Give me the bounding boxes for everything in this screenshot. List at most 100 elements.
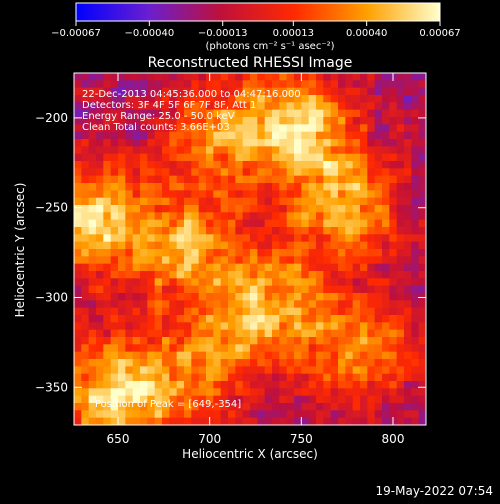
heatmap-cell	[198, 190, 207, 199]
heatmap-cell	[213, 197, 222, 206]
heatmap-cell	[301, 359, 310, 367]
heatmap-cell	[308, 73, 317, 81]
heatmap-cell	[374, 102, 383, 111]
heatmap-cell	[184, 124, 192, 133]
heatmap-cell	[301, 102, 310, 111]
heatmap-cell	[191, 139, 200, 147]
heatmap-cell	[345, 300, 354, 309]
heatmap-cell	[242, 95, 251, 103]
heatmap-cell	[169, 175, 178, 184]
heatmap-cell	[330, 388, 339, 397]
heatmap-cell	[169, 161, 178, 169]
heatmap-cell	[162, 388, 170, 397]
heatmap-cell	[81, 219, 90, 228]
heatmap-cell	[316, 351, 324, 360]
heatmap-cell	[184, 175, 192, 184]
heatmap-cell	[345, 205, 354, 213]
heatmap-cell	[352, 403, 361, 411]
heatmap-cell	[213, 322, 222, 331]
heatmap-cell	[360, 263, 368, 272]
heatmap-cell	[184, 373, 192, 382]
info-annotation: 22-Dec-2013 04:45:36.000 to 04:47:16.000…	[82, 89, 301, 410]
heatmap-cell	[308, 168, 317, 177]
heatmap-cell	[308, 131, 317, 140]
heatmap-cell	[338, 109, 346, 118]
heatmap-cell	[374, 197, 383, 206]
heatmap-cell	[235, 139, 244, 147]
heatmap-cell	[96, 161, 104, 169]
heatmap-cell	[228, 293, 236, 301]
heatmap-cell	[213, 117, 222, 125]
heatmap-cell	[220, 183, 229, 191]
heatmap-cell	[176, 153, 185, 162]
heatmap-cell	[96, 410, 104, 419]
heatmap-cell	[220, 212, 229, 221]
heatmap-cell	[96, 307, 104, 316]
heatmap-cell	[132, 131, 141, 140]
heatmap-cell	[220, 73, 229, 81]
heatmap-cell	[389, 109, 398, 118]
heatmap-cell	[272, 300, 280, 309]
heatmap-cell	[220, 87, 229, 96]
heatmap-cell	[323, 307, 332, 316]
heatmap-cell	[81, 381, 90, 389]
heatmap-cell	[345, 307, 354, 316]
heatmap-cell	[250, 278, 258, 287]
heatmap-cell	[396, 263, 405, 272]
heatmap-cell	[162, 366, 170, 375]
heatmap-cell	[220, 153, 229, 162]
heatmap-cell	[360, 278, 368, 287]
heatmap-cell	[198, 373, 207, 382]
heatmap-cell	[88, 80, 97, 89]
heatmap-cell	[125, 175, 134, 184]
heatmap-cell	[257, 293, 266, 301]
heatmap-cell	[345, 234, 354, 243]
heatmap-cell	[169, 234, 178, 243]
heatmap-cell	[286, 234, 295, 243]
heatmap-cell	[198, 315, 207, 323]
heatmap-cell	[228, 102, 236, 111]
heatmap-cell	[294, 315, 302, 323]
heatmap-cell	[206, 315, 214, 323]
heatmap-cell	[198, 95, 207, 103]
heatmap-cell	[110, 300, 119, 309]
heatmap-cell	[74, 403, 82, 411]
heatmap-cell	[418, 322, 427, 331]
heatmap-cell	[198, 146, 207, 155]
heatmap-cell	[308, 381, 317, 389]
heatmap-cell	[198, 197, 207, 206]
heatmap-cell	[206, 307, 214, 316]
heatmap-cell	[235, 95, 244, 103]
heatmap-cell	[367, 351, 376, 360]
heatmap-cell	[382, 73, 390, 81]
heatmap-cell	[411, 300, 420, 309]
heatmap-cell	[374, 344, 383, 353]
heatmap-cell	[316, 168, 324, 177]
heatmap-cell	[264, 322, 273, 331]
heatmap-cell	[301, 307, 310, 316]
heatmap-cell	[228, 417, 236, 426]
heatmap-cell	[191, 351, 200, 360]
heatmap-cell	[316, 388, 324, 397]
heatmap-cell	[74, 183, 82, 191]
heatmap-cell	[360, 161, 368, 169]
heatmap-cell	[198, 205, 207, 213]
heatmap-cell	[301, 403, 310, 411]
heatmap-cell	[301, 234, 310, 243]
heatmap-cell	[198, 87, 207, 96]
heatmap-cell	[404, 219, 412, 228]
heatmap-cell	[286, 410, 295, 419]
heatmap-cell	[81, 241, 90, 250]
heatmap-cell	[118, 73, 126, 81]
heatmap-cell	[264, 131, 273, 140]
heatmap-cell	[103, 95, 112, 103]
heatmap-cell	[257, 410, 266, 419]
heatmap-cell	[264, 139, 273, 147]
heatmap-cell	[294, 219, 302, 228]
heatmap-cell	[382, 117, 390, 125]
heatmap-cell	[345, 87, 354, 96]
heatmap-cell	[154, 300, 163, 309]
heatmap-cell	[345, 315, 354, 323]
heatmap-cell	[418, 366, 427, 375]
heatmap-cell	[206, 388, 214, 397]
